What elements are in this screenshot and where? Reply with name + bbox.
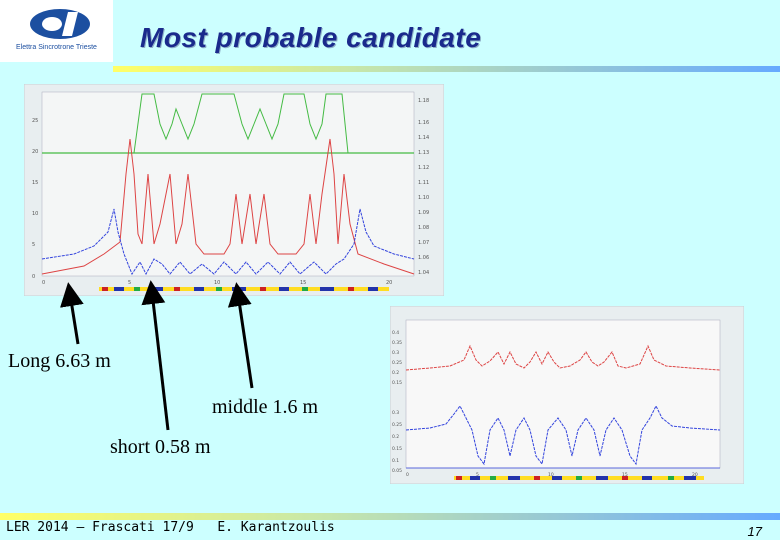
x-tick: 0 (42, 280, 45, 286)
arrow-middle (227, 282, 254, 389)
horizontal-size-series (405, 344, 721, 371)
right-tick: 1.04 (418, 270, 429, 276)
x-tick: 15 (622, 472, 628, 478)
x-tick: 5 (476, 472, 479, 478)
top-tick: 0.35 (392, 340, 402, 346)
blue-series (41, 208, 415, 276)
right-tick: 1.18 (418, 98, 429, 104)
green-series (42, 93, 414, 154)
footer-text: LER 2014 – Frascati 17/9 E. Karantzoulis (6, 520, 335, 535)
right-tick: 1.16 (418, 120, 429, 126)
beam-size-chart: 0.4 0.35 0.3 0.25 0.2 0.15 0.3 0.25 0.2 … (390, 306, 744, 484)
left-tick: 5 (32, 242, 35, 248)
page-title: Most probable candidate (140, 22, 482, 53)
left-tick: 10 (32, 211, 38, 217)
right-tick: 1.14 (418, 135, 429, 141)
x-tick: 10 (548, 472, 554, 478)
bottom-tick: 0.3 (392, 410, 399, 416)
x-tick: 10 (214, 280, 220, 286)
arrow-long (60, 282, 84, 345)
label-long-straight: Long 6.63 m (8, 350, 111, 372)
left-tick: 0 (32, 274, 35, 280)
annotation-arrows (60, 280, 254, 431)
right-tick: 1.07 (418, 240, 429, 246)
left-axis: 0 5 10 15 20 25 (32, 118, 38, 280)
x-tick: 20 (692, 472, 698, 478)
bottom-tick: 0.25 (392, 422, 402, 428)
right-tick: 1.12 (418, 165, 429, 171)
bottom-axis: 0.3 0.25 0.2 0.15 0.1 0.05 (392, 410, 402, 474)
bottom-tick: 0.1 (392, 458, 399, 464)
optics-functions-chart: 0 5 10 15 20 25 1.04 1.06 1.07 1.08 1.09… (24, 84, 444, 296)
footer-divider (0, 513, 780, 520)
label-short-straight: short 0.58 m (110, 436, 211, 458)
x-tick: 5 (128, 280, 131, 286)
top-axis: 0.4 0.35 0.3 0.25 0.2 0.15 (392, 330, 402, 386)
right-axis: 1.04 1.06 1.07 1.08 1.09 1.10 1.11 1.12 … (418, 98, 429, 276)
bottom-tick: 0.15 (392, 446, 402, 452)
bottom-tick: 0.2 (392, 434, 399, 440)
lattice-strip-bottom (454, 476, 704, 480)
label-middle-straight: middle 1.6 m (212, 396, 319, 418)
x-tick: 15 (300, 280, 306, 286)
logo: Elettra Sincrotrone Trieste (0, 0, 113, 62)
page-number: 17 (747, 524, 762, 539)
left-tick: 15 (32, 180, 38, 186)
x-axis-bottom: 0 5 10 15 20 (406, 472, 698, 478)
logo-text: Elettra Sincrotrone Trieste (16, 44, 97, 51)
elettra-logo-icon (30, 9, 90, 39)
right-tick: 1.13 (418, 150, 429, 156)
top-tick: 0.2 (392, 370, 399, 376)
bottom-tick: 0.05 (392, 468, 402, 474)
top-tick: 0.25 (392, 360, 402, 366)
left-tick: 20 (32, 149, 38, 155)
right-tick: 1.10 (418, 195, 429, 201)
top-tick: 0.4 (392, 330, 399, 336)
right-tick: 1.09 (418, 210, 429, 216)
right-tick: 1.11 (418, 180, 429, 186)
vertical-size-series (405, 404, 721, 466)
right-tick: 1.06 (418, 255, 429, 261)
red-series (41, 138, 415, 275)
x-tick: 20 (386, 280, 392, 286)
title-divider (113, 66, 780, 72)
x-axis: 0 5 10 15 20 (42, 280, 392, 286)
arrow-short (141, 280, 170, 431)
top-tick: 0.15 (392, 380, 402, 386)
left-tick: 25 (32, 118, 38, 124)
right-tick: 1.08 (418, 225, 429, 231)
top-tick: 0.3 (392, 350, 399, 356)
x-tick: 0 (406, 472, 409, 478)
